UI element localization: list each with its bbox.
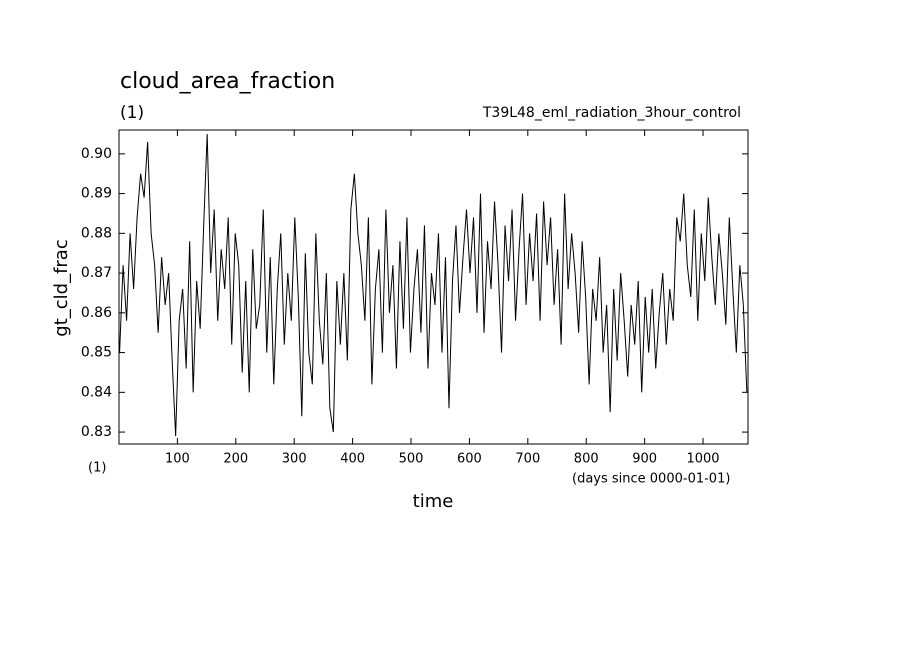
x-tick-label: 1000 (686, 452, 719, 467)
chart-subtitle: (1) (120, 103, 144, 123)
y-tick-label: 0.90 (81, 146, 112, 162)
y-tick-label: 0.88 (81, 225, 112, 241)
x-tick-label: 400 (340, 452, 365, 467)
y-axis-label: gt_cld_frac (51, 239, 72, 336)
x-tick-label: 100 (165, 452, 190, 467)
x-tick-label: 300 (282, 452, 307, 467)
data-line (119, 133, 748, 437)
y-tick-label: 0.89 (81, 186, 112, 202)
x-axis-label: time (413, 491, 454, 512)
y-tick-label: 0.85 (81, 345, 112, 361)
experiment-label: T39L48_eml_radiation_3hour_control (482, 105, 741, 121)
x-tick-label: 200 (223, 452, 248, 467)
y-tick-label: 0.86 (81, 305, 112, 321)
chart-title: cloud_area_fraction (120, 69, 335, 94)
x-tick-label: 600 (457, 452, 482, 467)
x-tick-label: 500 (399, 452, 424, 467)
plot-frame (118, 129, 749, 445)
y-tick-label: 0.87 (81, 265, 112, 281)
x-tick-label: 900 (632, 452, 657, 467)
x-units-left: (1) (88, 461, 106, 476)
y-tick-label: 0.83 (81, 424, 112, 440)
x-units: (days since 0000-01-01) (572, 472, 730, 487)
x-tick-label: 700 (515, 452, 540, 467)
y-tick-label: 0.84 (81, 384, 112, 400)
x-tick-label: 800 (574, 452, 599, 467)
